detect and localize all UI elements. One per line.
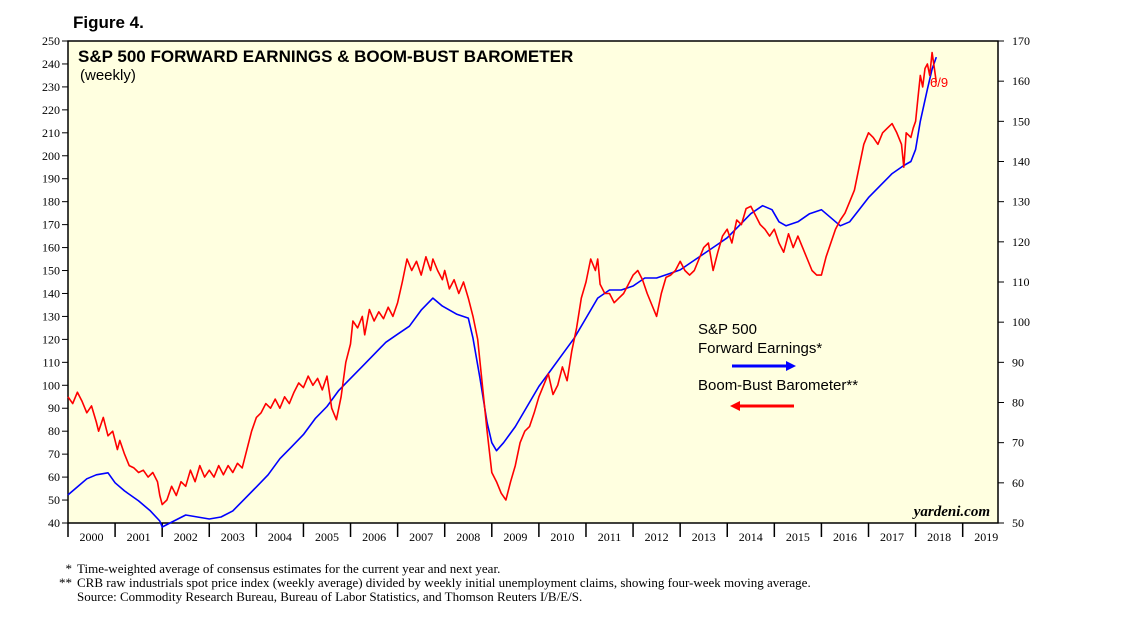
y-right-tick-label: 110	[1012, 275, 1030, 289]
y-left-tick-label: 40	[48, 516, 60, 530]
y-left-tick-label: 90	[48, 401, 60, 415]
x-tick-label: 2000	[80, 530, 104, 544]
x-tick-label: 2008	[456, 530, 480, 544]
y-left-tick-label: 120	[42, 332, 60, 346]
y-left-tick-label: 180	[42, 195, 60, 209]
x-tick-label: 2006	[362, 530, 386, 544]
y-left-tick-label: 150	[42, 264, 60, 278]
y-right-tick-label: 50	[1012, 516, 1024, 530]
arrow-head	[730, 401, 740, 411]
series-group	[67, 51, 938, 528]
y-right-tick-label: 60	[1012, 476, 1024, 490]
x-tick-label: 2011	[598, 530, 622, 544]
legend-barometer-label: Boom-Bust Barometer**	[698, 377, 858, 394]
y-axis-right-labels: 50 60 70 80 90 100 110 120 130 140 150 160 170	[1012, 34, 1030, 530]
y-right-tick-label: 130	[1012, 195, 1030, 209]
x-tick-label: 2015	[786, 530, 810, 544]
legend-earnings-label-line1: S&P 500	[698, 321, 757, 338]
chart-subtitle: (weekly)	[80, 67, 136, 84]
y-right-tick-label: 90	[1012, 355, 1024, 369]
y-right-tick-label: 170	[1012, 34, 1030, 48]
y-left-tick-label: 240	[42, 57, 60, 71]
footnote-mark: *	[65, 561, 73, 576]
x-tick-label: 2012	[645, 530, 669, 544]
y-left-tick-label: 250	[42, 34, 60, 48]
watermark: yardeni.com	[912, 504, 990, 520]
y-right-tick-label: 80	[1012, 396, 1024, 410]
y-left-tick-label: 100	[42, 378, 60, 392]
y-right-tick-label: 140	[1012, 155, 1030, 169]
footnote-row: ** CRB raw industrials spot price index …	[50, 576, 1050, 590]
plot-area	[67, 40, 999, 524]
y-left-tick-label: 70	[48, 447, 60, 461]
x-tick-label: 2017	[880, 530, 904, 544]
x-axis-labels: 2000 2001 2002 2003 2004 2005 2006 2007 2008 2009…	[80, 530, 999, 544]
source-text: Source: Commodity Research Bureau, Burea…	[77, 589, 583, 604]
y-left-tick-label: 110	[42, 355, 60, 369]
x-tick-label: 2004	[268, 530, 292, 544]
x-tick-label: 2001	[127, 530, 151, 544]
legend-arrow-right-icon	[732, 361, 796, 371]
footnotes: * Time-weighted average of consensus est…	[50, 562, 1050, 604]
y-right-tick-label: 120	[1012, 235, 1030, 249]
forward-earnings-line	[67, 56, 938, 528]
x-tick-label: 2019	[974, 530, 998, 544]
x-tick-label: 2005	[315, 530, 339, 544]
x-tick-label: 2003	[221, 530, 245, 544]
y-axis-left-labels: 40 50 60 70 80 90 100 110 120 130 140 150 160 170 180 1…	[42, 34, 60, 530]
y-left-tick-label: 170	[42, 218, 60, 232]
x-tick-label: 2018	[927, 530, 951, 544]
x-tick-label: 2002	[174, 530, 198, 544]
y-right-tick-label: 100	[1012, 315, 1030, 329]
y-left-tick-label: 60	[48, 470, 60, 484]
footnote-mark: **	[59, 575, 72, 590]
y-right-tick-label: 70	[1012, 436, 1024, 450]
boom-bust-barometer-line	[67, 51, 938, 506]
footnote-text: CRB raw industrials spot price index (we…	[77, 575, 811, 590]
y-left-tick-label: 200	[42, 149, 60, 163]
arrow-head	[786, 361, 796, 371]
y-right-tick-label: 160	[1012, 74, 1030, 88]
y-left-tick-label: 130	[42, 309, 60, 323]
x-tick-label: 2007	[409, 530, 433, 544]
x-tick-label: 2013	[692, 530, 716, 544]
figure-label: Figure 4.	[73, 13, 144, 32]
footnote-text: Time-weighted average of consensus estim…	[77, 561, 501, 576]
y-left-tick-label: 80	[48, 424, 60, 438]
source-note: Source: Commodity Research Bureau, Burea…	[50, 590, 1050, 604]
y-left-tick-label: 230	[42, 80, 60, 94]
y-left-tick-label: 210	[42, 126, 60, 140]
y-right-tick-label: 150	[1012, 114, 1030, 128]
footnote-mark	[50, 590, 72, 604]
x-tick-label: 2016	[833, 530, 857, 544]
y-left-tick-label: 160	[42, 241, 60, 255]
y-left-tick-label: 140	[42, 286, 60, 300]
axes-ticks	[62, 40, 1004, 537]
x-tick-label: 2010	[550, 530, 574, 544]
legend-earnings-label-line2: Forward Earnings*	[698, 340, 822, 357]
y-left-tick-label: 190	[42, 172, 60, 186]
x-tick-label: 2009	[503, 530, 527, 544]
y-left-tick-label: 50	[48, 493, 60, 507]
legend-arrow-left-icon	[730, 401, 794, 411]
end-date-annotation: 6/9	[930, 75, 948, 90]
x-tick-label: 2014	[739, 530, 763, 544]
y-left-tick-label: 220	[42, 103, 60, 117]
legend: S&P 500 Forward Earnings* Boom-Bust Baro…	[698, 321, 858, 411]
footnote-row: * Time-weighted average of consensus est…	[50, 562, 1050, 576]
chart-title: S&P 500 FORWARD EARNINGS & BOOM-BUST BAR…	[78, 47, 573, 66]
